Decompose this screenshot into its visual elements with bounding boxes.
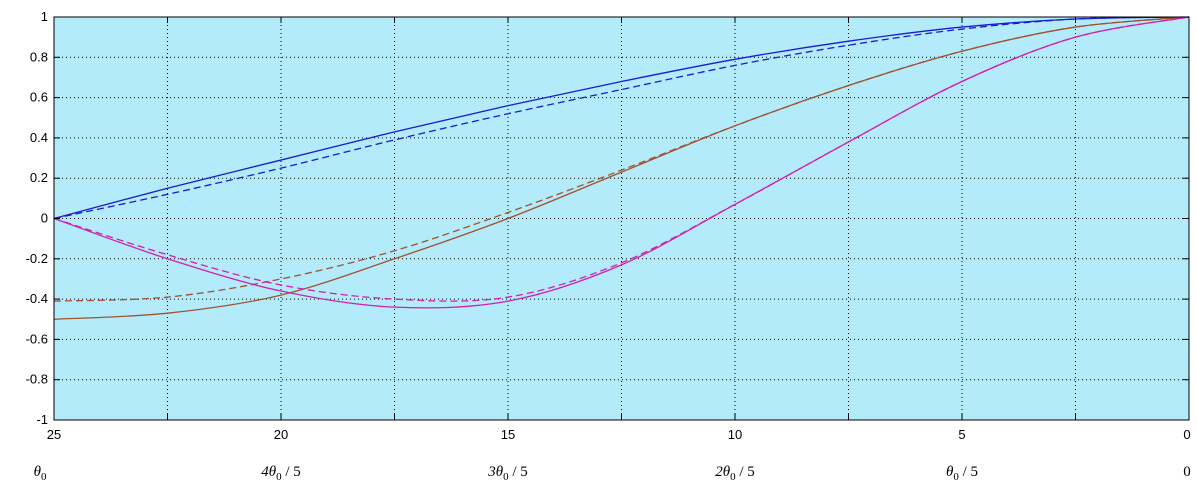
- theta-tick-label: 3θ0 / 5: [487, 464, 528, 483]
- theta-tick-label: 2θ0 / 5: [715, 464, 755, 483]
- y-tick-label: -0.4: [26, 291, 48, 306]
- theta-tick-label: 0: [1183, 464, 1191, 480]
- theta-tick-label: 4θ0 / 5: [261, 464, 301, 483]
- plot-background: [54, 17, 1189, 420]
- y-tick-label: 0.4: [30, 130, 48, 145]
- theta-tick-labels: θ0 4θ0 / 5 3θ0 / 5 2θ0 / 5 θ0 / 5 0: [34, 464, 1191, 483]
- series-line-2-dashed: [53, 16, 1190, 220]
- x-tick-label: 25: [47, 427, 61, 442]
- y-tick-labels: 1 0.8 0.6 0.4 0.2 0 -0.2 -0.4 -0.6 -0.8 -1: [26, 9, 48, 427]
- y-tick-label: -0.6: [26, 331, 48, 346]
- theta-tick-label: θ0: [34, 464, 47, 483]
- y-tick-label: 0: [41, 211, 48, 226]
- x-tick-label: 10: [728, 427, 742, 442]
- series-line-4-dashed: [53, 16, 1190, 302]
- x-tick-label: 0: [1183, 427, 1190, 442]
- series-group: [53, 16, 1190, 320]
- y-tick-label: -0.8: [26, 372, 48, 387]
- y-tick-label: -1: [36, 412, 48, 427]
- series-line-6-dashed: [53, 16, 1190, 302]
- y-tick-label: 1: [41, 9, 48, 24]
- x-tick-labels: 25 20 15 10 5 0: [47, 427, 1191, 442]
- y-tick-label: -0.2: [26, 251, 48, 266]
- y-tick-label: 0.8: [30, 49, 48, 64]
- x-tick-label: 5: [958, 427, 965, 442]
- theta-tick-label: θ0 / 5: [946, 464, 978, 483]
- tick-group: [54, 16, 1189, 421]
- x-tick-label: 20: [274, 427, 288, 442]
- x-tick-label: 15: [501, 427, 515, 442]
- series-line-1-solid: [53, 16, 1190, 220]
- y-tick-label: 0.2: [30, 170, 48, 185]
- y-tick-label: 0.6: [30, 90, 48, 105]
